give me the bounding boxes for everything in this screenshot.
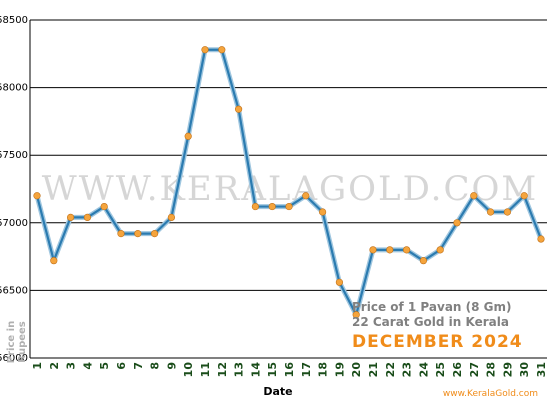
data-point: [369, 246, 377, 254]
x-tick-label: 13: [233, 362, 246, 377]
y-tick-label: 56000: [0, 353, 28, 364]
y-tick-label: 58000: [0, 83, 28, 94]
x-tick-label: 15: [266, 362, 279, 377]
x-tick-label: 10: [182, 362, 195, 378]
x-tick-label: 7: [132, 362, 145, 370]
annotation-line2: 22 Carat Gold in Kerala: [352, 315, 509, 329]
data-point: [386, 246, 394, 254]
y-tick-label: 56500: [0, 285, 28, 296]
x-tick-label: 17: [300, 362, 313, 377]
data-point: [487, 208, 495, 216]
x-tick-label: 1: [31, 362, 44, 370]
x-tick-label: 12: [216, 362, 229, 377]
x-tick-label: 19: [333, 362, 346, 377]
y-tick-label: 57500: [0, 150, 28, 161]
x-tick-label: 30: [518, 362, 531, 378]
data-point: [453, 219, 461, 227]
x-tick-label: 25: [434, 362, 447, 377]
y-tick-labels: 56000 56500 57000 57500 58000 58500: [0, 15, 28, 364]
data-point: [537, 235, 545, 243]
x-tick-label: 20: [350, 362, 363, 378]
x-tick-labels: 1 2 3 4 5 6 7 8 9 10 11 12 13 14 15 16 17 18 19 20 21 22 23 24 2…: [31, 362, 548, 378]
data-point: [285, 202, 293, 211]
x-tick-label: 2: [48, 362, 61, 370]
data-point: [436, 246, 444, 254]
y-tick-label: 58500: [0, 15, 28, 26]
data-point: [251, 202, 259, 211]
x-tick-label: 24: [417, 362, 430, 378]
x-tick-label: 18: [317, 362, 330, 377]
data-point: [33, 192, 41, 200]
data-point: [520, 192, 528, 200]
data-point: [50, 257, 58, 265]
data-point: [167, 213, 175, 221]
x-tick-label: 9: [165, 362, 178, 370]
x-tick-label: 23: [401, 362, 414, 377]
data-point: [201, 46, 209, 54]
data-point: [117, 230, 125, 238]
annotation-line1: Price of 1 Pavan (8 Gm): [352, 300, 512, 314]
x-tick-label: 16: [283, 362, 296, 378]
data-point: [66, 213, 75, 221]
data-point: [184, 132, 192, 140]
data-point: [419, 257, 428, 265]
data-point: [403, 246, 411, 254]
axes: [29, 20, 547, 359]
x-tick-label: 31: [535, 362, 548, 377]
x-tick-label: 22: [384, 362, 397, 377]
data-point: [319, 208, 327, 216]
footer-credit: www.KeralaGold.com: [443, 389, 538, 399]
data-point: [302, 192, 310, 200]
x-tick-label: 11: [199, 362, 212, 377]
data-point: [352, 311, 360, 319]
data-point: [100, 202, 108, 211]
data-point: [268, 202, 276, 211]
data-point: [235, 105, 243, 113]
data-point: [134, 230, 142, 238]
x-tick-label: 5: [98, 362, 111, 370]
x-tick-label: 21: [367, 362, 380, 377]
data-point: [83, 213, 91, 221]
x-tick-label: 27: [468, 362, 481, 377]
x-tick-label: 6: [115, 362, 128, 370]
data-point: [218, 46, 226, 54]
x-tick-label: 4: [81, 362, 94, 370]
x-tick-label: 3: [65, 362, 78, 370]
x-tick-label: 29: [501, 362, 514, 377]
annotation-month: DECEMBER 2024: [352, 332, 523, 352]
y-axis-label-line1: Price in: [6, 321, 17, 363]
y-tick-label: 57000: [0, 218, 28, 229]
watermark: WWW.KERALAGOLD.COM: [42, 169, 538, 209]
data-point: [470, 192, 478, 200]
x-axis-label: Date: [263, 385, 292, 398]
data-point: [335, 278, 344, 286]
x-tick-label: 28: [485, 362, 498, 377]
data-point: [151, 230, 159, 238]
data-point: [503, 208, 512, 216]
data-points: [33, 46, 545, 319]
x-tick-label: 14: [249, 362, 262, 378]
x-tick-label: 8: [149, 362, 162, 370]
y-axis-label-line2: Rupees: [17, 321, 28, 363]
y-axis-label: Price in Rupees: [6, 321, 28, 363]
x-tick-label: 26: [451, 362, 464, 378]
